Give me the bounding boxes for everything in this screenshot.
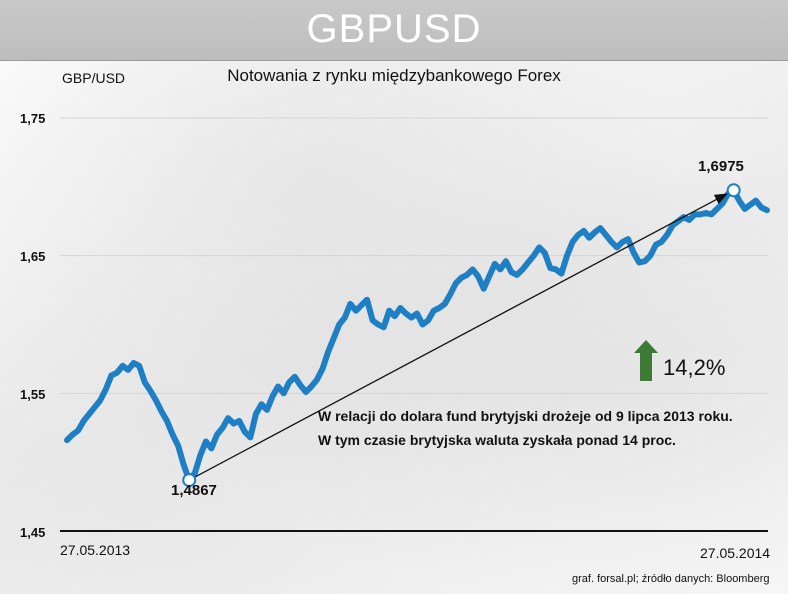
x-start-label: 27.05.2013 [60, 542, 131, 558]
change-percent-label: 14,2% [663, 355, 726, 380]
end-value-label: 1,6975 [698, 158, 744, 175]
x-end-label: 27.05.2014 [700, 545, 771, 561]
source-credit: graf. forsal.pl; źródło danych: Bloomber… [572, 573, 770, 585]
max-point-marker [726, 183, 741, 198]
chart-subtitle: Notowania z rynku międzybankowego Forex [227, 66, 561, 85]
y-tick-label: 1,65 [20, 249, 46, 264]
y-tick-label: 1,55 [20, 387, 46, 402]
y-tick-label: 1,45 [20, 525, 46, 540]
trend-arrow [188, 193, 728, 481]
annotation-line-2: W tym czasie brytyjska waluta zyskała po… [318, 432, 676, 448]
start-value-label: 1,4867 [171, 482, 217, 499]
title-bar: GBPUSD [0, 0, 788, 61]
annotation-line-1: W relacji do dolara fund brytyjski droże… [318, 408, 733, 424]
banknote-background [0, 60, 788, 594]
chart-title: GBPUSD [306, 7, 482, 51]
y-axis-label: GBP/USD [62, 70, 126, 86]
y-tick-label: 1,75 [20, 111, 46, 126]
min-point-marker [182, 473, 197, 488]
series-line-gbpusd [64, 187, 770, 484]
up-arrow-icon [634, 340, 658, 381]
